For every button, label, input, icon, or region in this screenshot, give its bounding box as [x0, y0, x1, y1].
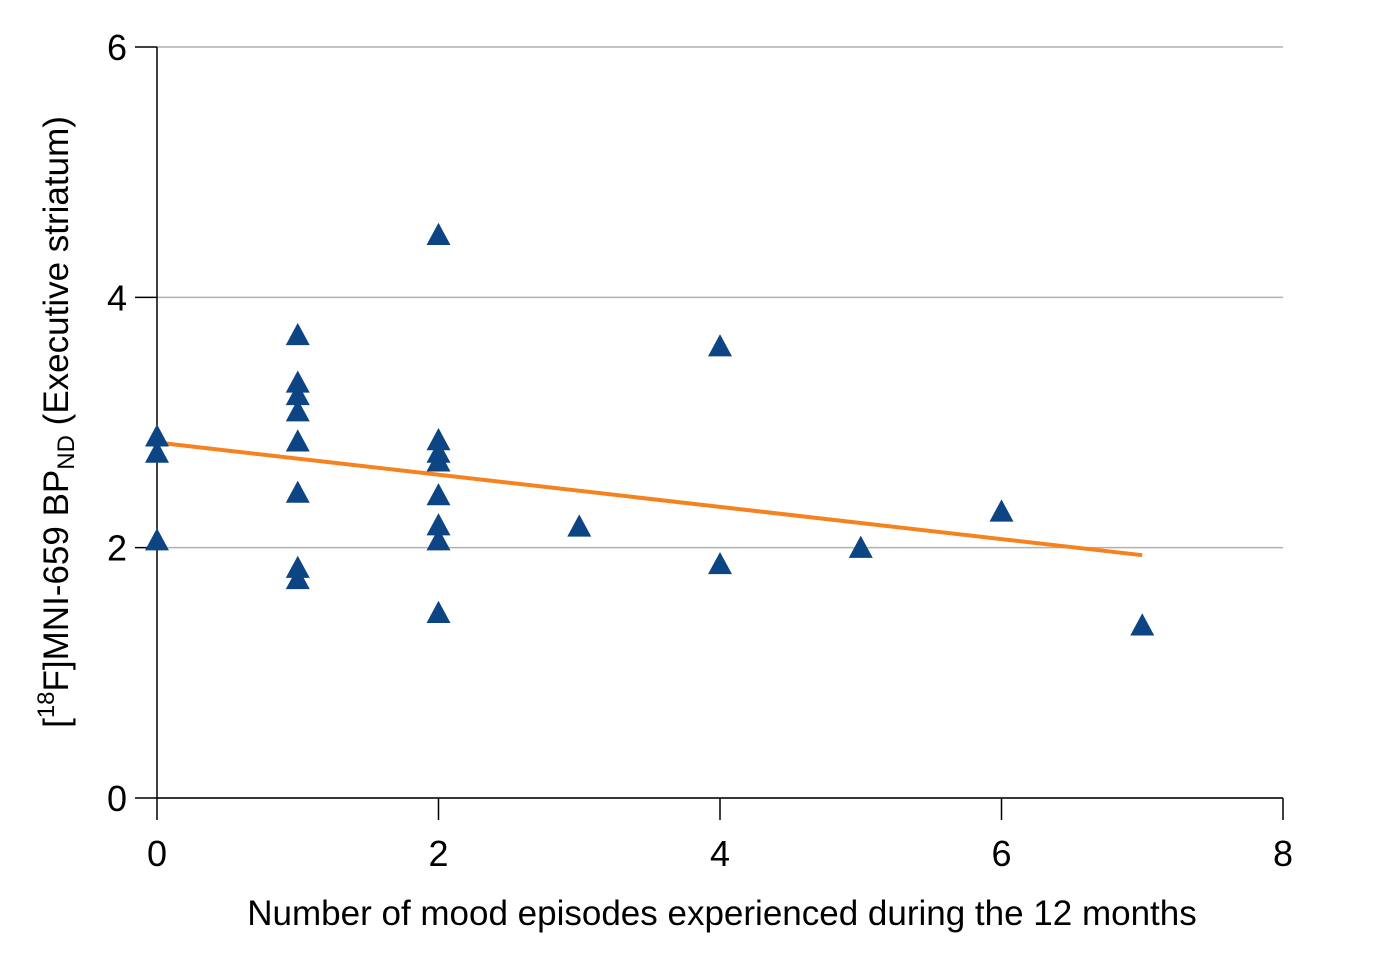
data-point — [426, 222, 451, 245]
x-tick-label: 8 — [1273, 833, 1293, 874]
data-point — [145, 528, 169, 551]
y-tick-label: 4 — [107, 277, 127, 318]
data-point — [285, 566, 310, 590]
trend-line — [156, 440, 1143, 558]
y-tick-label: 2 — [107, 528, 127, 569]
data-point — [708, 551, 732, 575]
x-tick-label: 4 — [710, 833, 730, 874]
data-point — [285, 555, 310, 578]
data-point — [145, 440, 169, 463]
data-point — [285, 399, 310, 422]
data-point — [285, 322, 310, 346]
data-point — [708, 334, 732, 357]
x-axis-label: Number of mood episodes experienced duri… — [247, 894, 1196, 933]
y-axis-label-part: 18 — [33, 691, 60, 718]
data-point — [567, 514, 592, 537]
data-point — [848, 535, 873, 558]
data-point — [285, 480, 310, 503]
data-point — [285, 370, 310, 393]
y-axis-label-part: (Executive striatum) — [37, 116, 76, 435]
x-tick-label: 2 — [428, 833, 448, 874]
y-axis-label: [18F]MNI-659 BPND (Executive striatum) — [33, 116, 80, 728]
data-point — [426, 513, 451, 536]
y-axis-label-part: [ — [37, 718, 76, 728]
y-axis-label-part: F]MNI-659 BP — [37, 470, 76, 692]
data-point — [426, 483, 451, 506]
y-tick-label: 6 — [107, 27, 127, 68]
data-point — [145, 424, 169, 447]
y-axis-label-part: ND — [53, 435, 80, 470]
data-point — [426, 600, 451, 623]
data-point — [426, 428, 451, 451]
data-point — [1130, 613, 1155, 636]
y-tick-label: 0 — [107, 778, 127, 819]
x-tick-label: 0 — [147, 833, 167, 874]
data-point — [285, 429, 310, 452]
data-point — [989, 499, 1014, 522]
x-tick-label: 6 — [991, 833, 1011, 874]
data-point — [285, 382, 310, 406]
data-point — [426, 528, 451, 551]
data-point — [426, 449, 451, 472]
